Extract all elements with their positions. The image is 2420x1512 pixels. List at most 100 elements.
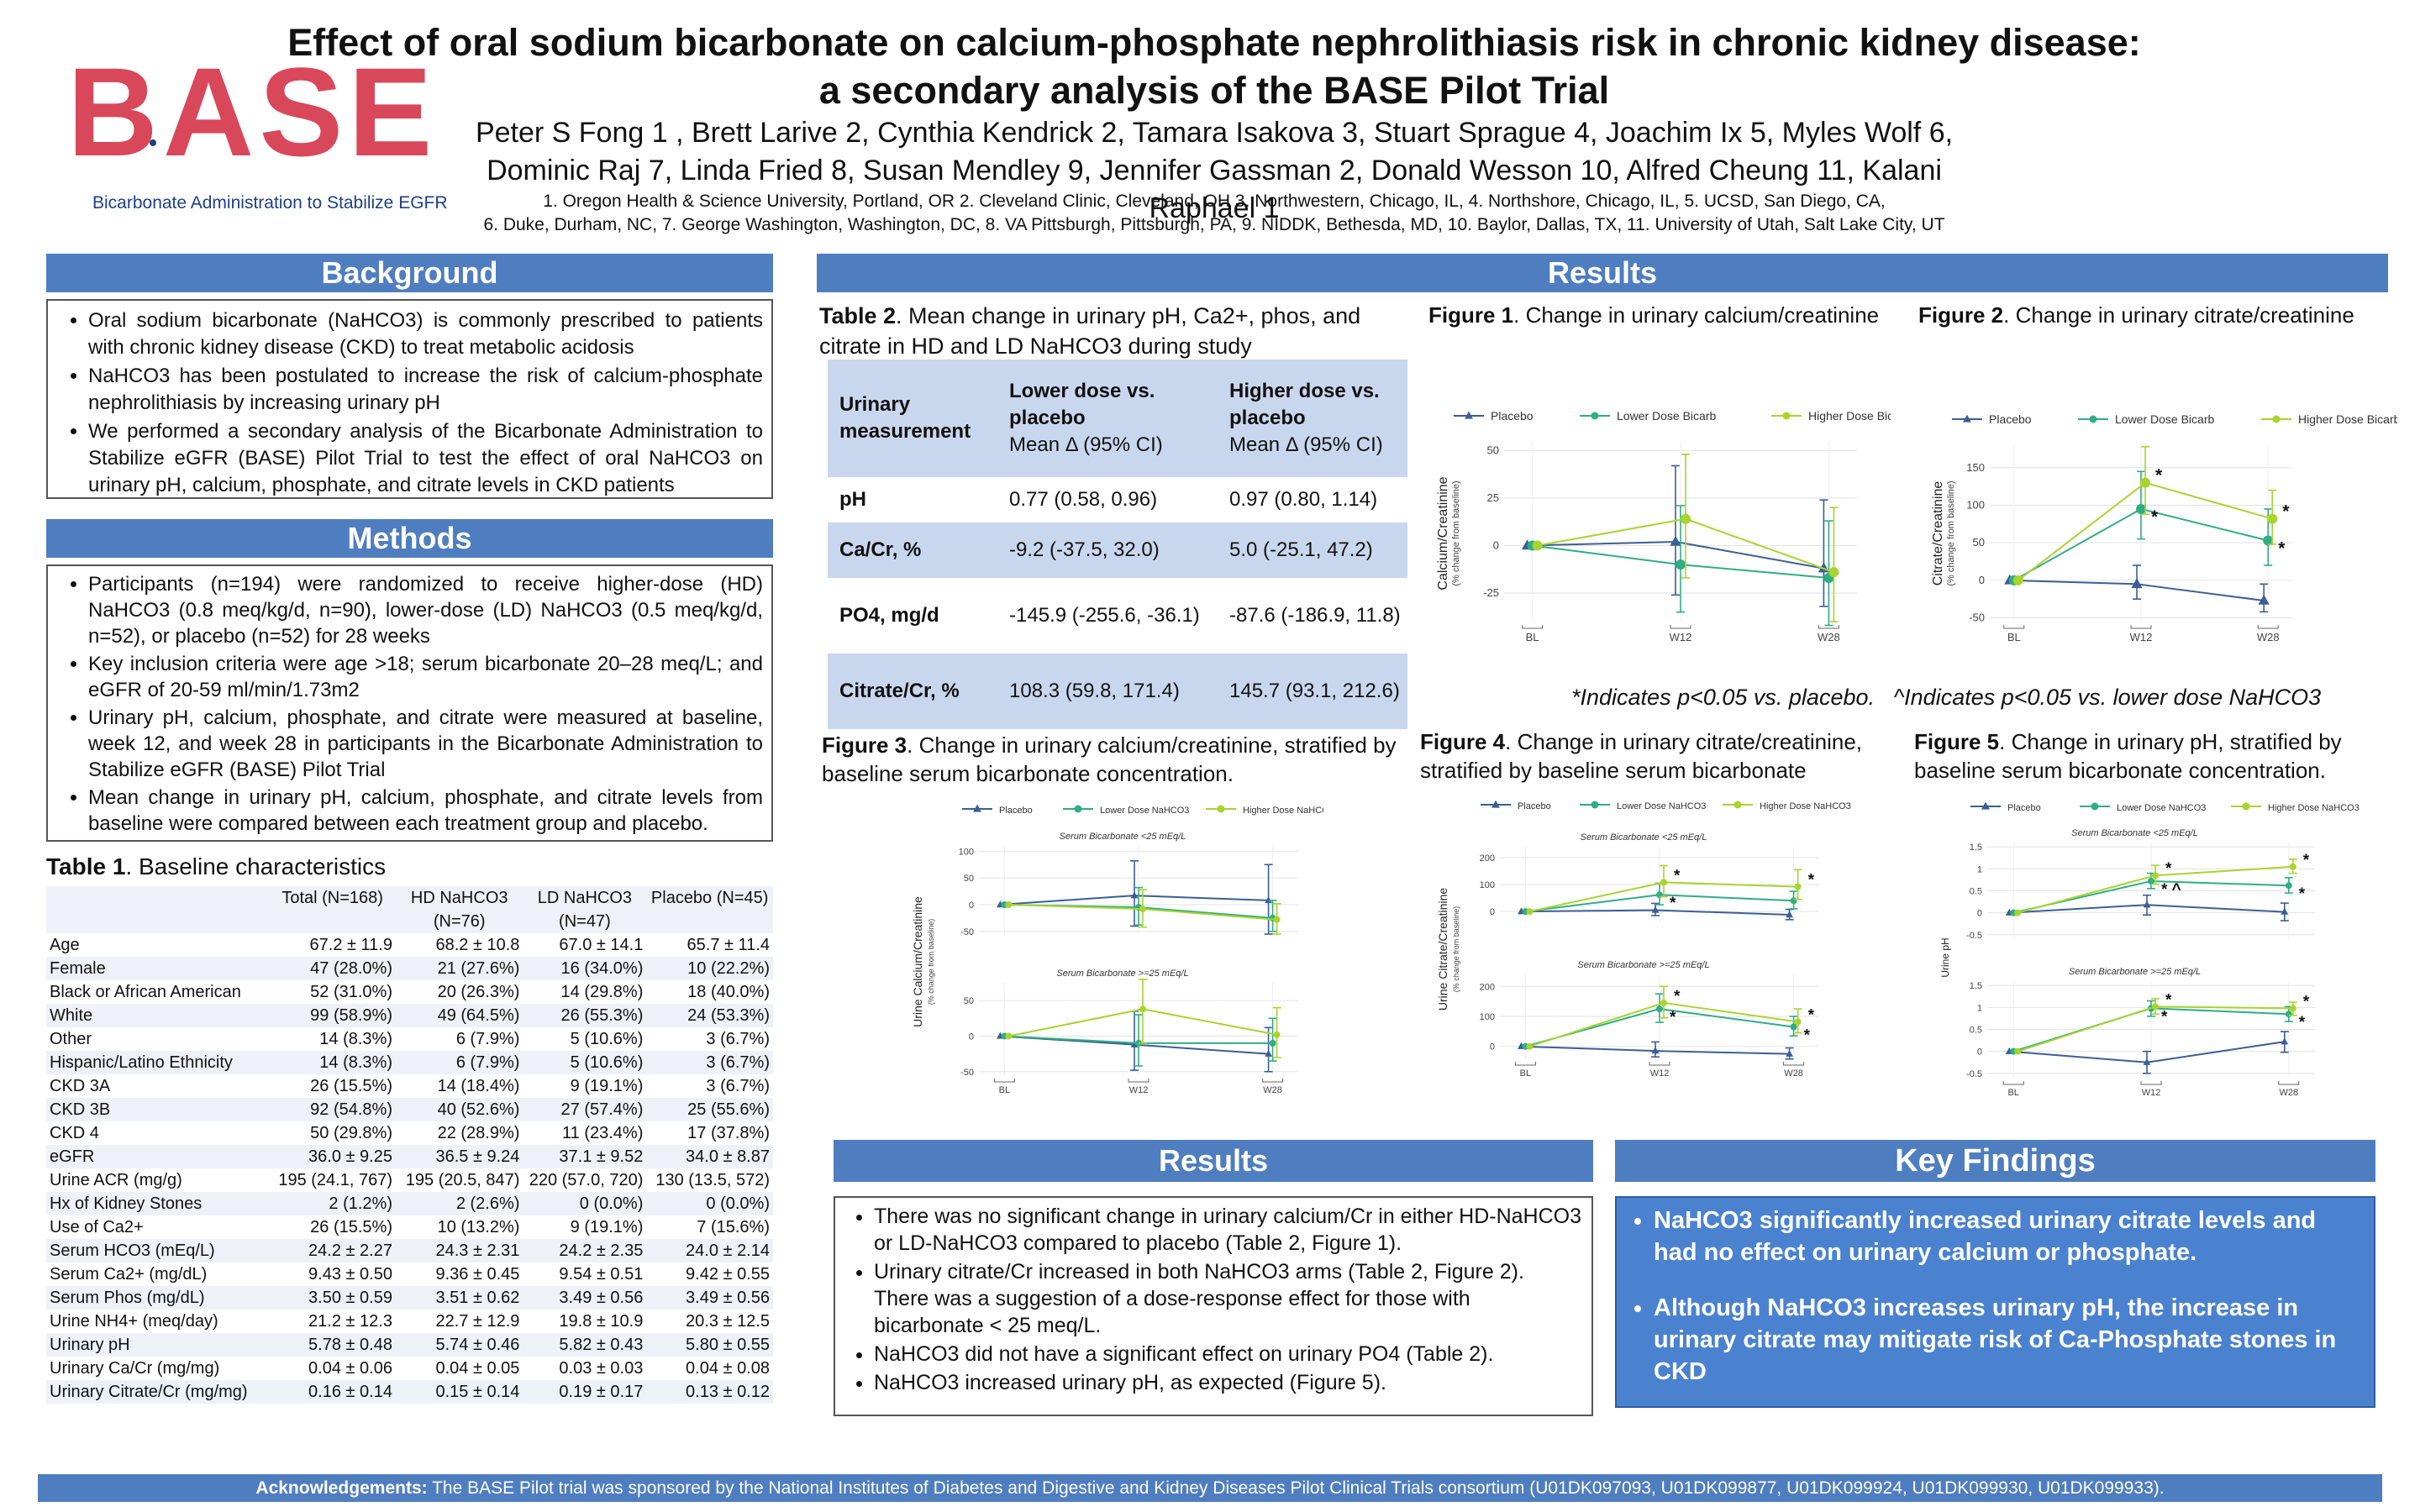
tick-label: 200	[1480, 982, 1495, 992]
table2-col2-header: Lower dose vs. placebo	[1009, 380, 1155, 429]
table1-cell: 34.0 ± 8.87	[686, 1147, 770, 1166]
list-item: There was no significant change in urina…	[874, 1203, 1581, 1257]
table-row: Age 67.2 ± 11.9 68.2 ± 10.8 67.0 ± 14.1 65.7…	[46, 933, 773, 957]
table-row: Urinary Citrate/Cr (mg/mg) 0.16 ± 0.14 0.1…	[46, 1380, 773, 1404]
table-row: CKD 4 50 (29.8%) 22 (28.9%) 11 (23.4%) 17 (3…	[46, 1121, 773, 1145]
table-row: Black or African American 52 (31.0%) 20 (2…	[46, 980, 773, 1004]
table1-cell: 195 (24.1, 767)	[278, 1171, 392, 1189]
data-point	[1273, 1031, 1281, 1038]
tick-bracket	[2003, 625, 2025, 629]
table1-row-label: CKD 4	[50, 1124, 99, 1142]
poster-title-line2: a secondary analysis of the BASE Pilot T…	[818, 69, 1610, 112]
table-row: Serum Phos (mg/dL) 3.50 ± 0.59 3.51 ± 0.62…	[46, 1286, 773, 1310]
table1-header-cell	[46, 886, 269, 933]
significance-note: *Indicates p<0.05 vs. placebo. ^Indicate…	[1571, 685, 2322, 710]
table1-cell: 3.50 ± 0.59	[308, 1289, 392, 1307]
data-point	[2285, 1011, 2292, 1018]
list-item: Urinary citrate/Cr increased in both NaH…	[874, 1258, 1581, 1339]
table1-cell: 0.19 ± 0.17	[559, 1383, 644, 1401]
data-point	[1005, 901, 1013, 908]
table1-cell: 220 (57.0, 720)	[529, 1171, 644, 1189]
panel-title: Serum Bicarbonate <25 mEq/L	[1581, 832, 1707, 843]
list-item: NaHCO3 increased urinary pH, as expected…	[874, 1369, 1581, 1396]
key-findings-box: NaHCO3 significantly increased urinary c…	[1615, 1196, 2375, 1408]
logo: BASE Bicarbonate Administration to Stabi…	[67, 41, 448, 223]
data-point	[1670, 535, 1681, 546]
table2-cell: 108.3 (59.8, 171.4)	[1009, 680, 1180, 702]
table1-cell: 0.04 ± 0.05	[435, 1359, 520, 1378]
data-point	[1526, 1042, 1534, 1050]
tick-label: 1.5	[1970, 981, 1982, 991]
tick-bracket	[1514, 1062, 1536, 1066]
tick-label: 0	[1493, 538, 1499, 551]
axis-label: Citrate/Creatinine	[1931, 481, 1945, 586]
table2-row-label: PO4, mg/d	[839, 604, 939, 627]
tick-label: W28	[1263, 1085, 1282, 1095]
table1-row-label: White	[50, 1006, 93, 1025]
tick-label: 0	[969, 900, 974, 911]
acknowledgements-text: The BASE Pilot trial was sponsored by th…	[432, 1478, 2165, 1498]
table1-cell: 11 (23.4%)	[562, 1124, 644, 1142]
tick-label: 1	[1977, 864, 1982, 874]
table1-row-label: Hispanic/Latino Ethnicity	[50, 1053, 233, 1072]
table1-cell: 9.42 ± 0.55	[686, 1265, 770, 1284]
table1-cell: 14 (8.3%)	[319, 1030, 392, 1048]
table-row: Ca/Cr, % -9.2 (-37.5, 32.0) 5.0 (-25.1, 47…	[828, 522, 1407, 578]
table1-header-cell: Placebo (N=45)	[650, 889, 769, 907]
data-point	[1265, 896, 1272, 904]
legend-label: Placebo	[1989, 412, 2032, 426]
table2-cell: -145.9 (-255.6, -36.1)	[1009, 604, 1200, 627]
tick-label: W28	[1784, 1068, 1803, 1079]
data-point	[2012, 575, 2023, 585]
table1-cell: 2 (1.2%)	[329, 1194, 392, 1213]
legend-label: Lower Dose Bicarb	[2115, 412, 2214, 426]
table1-cell: 3 (6.7%)	[706, 1077, 770, 1095]
significance-marker: *	[2151, 507, 2159, 527]
table2-cell: 0.77 (0.58, 0.96)	[1009, 488, 1158, 511]
data-point	[2281, 907, 2289, 915]
tick-bracket	[2257, 625, 2279, 629]
table-row: Urine ACR (mg/g) 195 (24.1, 767) 195 (20.5…	[46, 1168, 773, 1192]
tick-bracket	[1818, 625, 1839, 629]
tick-label: -50	[960, 1068, 974, 1078]
key-findings-heading: Key Findings	[1615, 1140, 2375, 1182]
table1-cell: 2 (2.6%)	[455, 1194, 520, 1213]
data-point	[2289, 863, 2296, 870]
significance-marker: *	[2278, 538, 2286, 558]
table1-cell: 37.1 ± 9.52	[559, 1147, 644, 1166]
table1-cell: 18 (40.0%)	[687, 983, 770, 1001]
table1-cell: 26 (55.3%)	[560, 1006, 644, 1025]
legend-label: Placebo	[999, 806, 1033, 816]
data-point	[2152, 872, 2159, 879]
table1-cell: 9 (19.1%)	[570, 1077, 644, 1095]
tick-bracket	[2140, 1081, 2162, 1085]
list-item: Participants (n=194) were randomized to …	[88, 571, 763, 649]
data-point	[1465, 411, 1473, 419]
list-item: Mean change in urinary pH, calcium, phos…	[88, 785, 763, 837]
data-point	[1651, 1047, 1660, 1054]
table1: Total (N=168) HD NaHCO3 (N=76) LD NaHCO3 (…	[46, 886, 773, 1404]
authors-line1: Peter S Fong 1 , Brett Larive 2, Cynthia…	[475, 117, 1954, 149]
figure3-chart: Placebo Lower Dose NaHCO3 Higher Dose NaHC…	[912, 804, 1323, 1095]
table1-row-label: Urine NH4+ (meq/day)	[50, 1312, 218, 1331]
table1-cell: 0 (0.0%)	[579, 1194, 644, 1213]
acknowledgements-bar: Acknowledgements: The BASE Pilot trial w…	[38, 1474, 2382, 1502]
data-point	[2143, 900, 2151, 908]
table2-col3-header: Higher dose vs. placebo	[1229, 380, 1380, 429]
data-point	[1273, 916, 1281, 923]
significance-marker: *	[2165, 860, 2172, 878]
table1-cell: 21.2 ± 12.3	[308, 1312, 392, 1331]
poster-title-line1: Effect of oral sodium bicarbonate on cal…	[287, 21, 2141, 64]
data-point	[2089, 415, 2097, 423]
figure5-title: Figure 5. Change in urinary pH, stratifi…	[1914, 729, 2342, 783]
tick-label: W28	[2279, 1088, 2298, 1098]
legend-label: Higher Dose Bicarb	[1808, 409, 1891, 423]
table1-cell: 16 (34.0%)	[560, 959, 644, 978]
affiliations-line2: 6. Duke, Durham, NC, 7. George Washingto…	[483, 215, 1945, 234]
table1-cell: 6 (7.9%)	[455, 1053, 520, 1072]
tick-bracket	[993, 1079, 1015, 1083]
list-item: NaHCO3 has been postulated to increase t…	[88, 363, 763, 417]
axis-label: (% change from baseline)	[1946, 480, 1956, 585]
table1-cell: 24.2 ± 2.35	[559, 1242, 644, 1260]
data-point	[2143, 1058, 2151, 1065]
